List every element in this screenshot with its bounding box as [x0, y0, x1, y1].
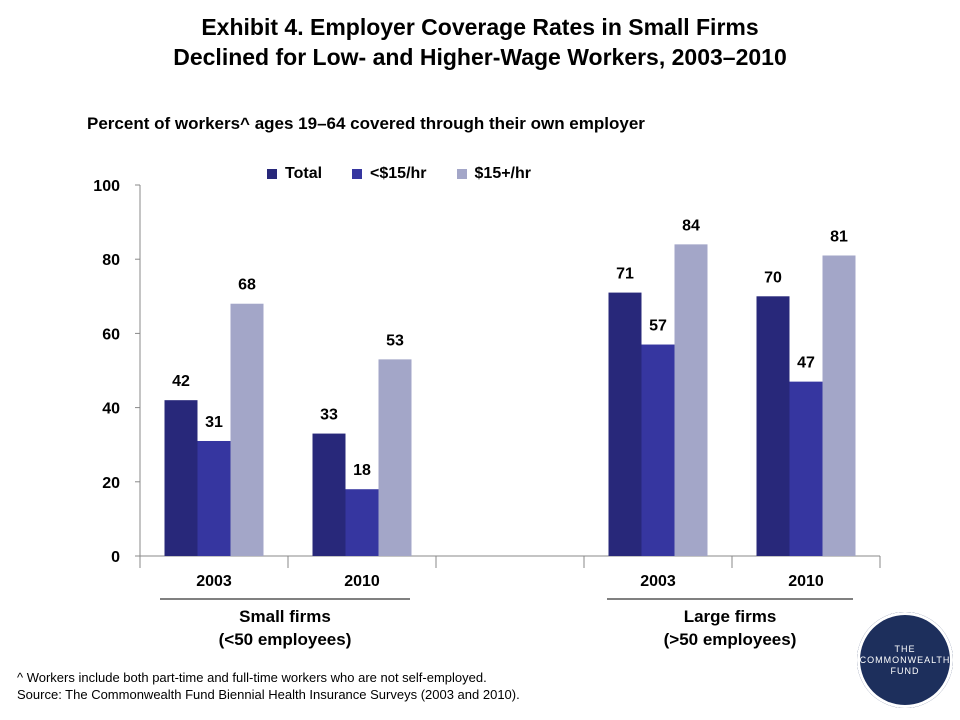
x-tick-label: 2010: [788, 573, 824, 590]
y-tick-label: 40: [102, 401, 120, 418]
data-label: 68: [238, 277, 256, 294]
y-tick-label: 100: [93, 178, 120, 195]
bar: [789, 381, 823, 556]
title-line-2: Declined for Low- and Higher-Wage Worker…: [173, 44, 787, 70]
bar: [378, 359, 412, 556]
bar: [756, 296, 790, 556]
chart-title: Exhibit 4. Employer Coverage Rates in Sm…: [0, 12, 960, 72]
logo-line-1: THE: [894, 643, 916, 654]
y-tick-label: 60: [102, 326, 120, 343]
chart-subtitle: Percent of workers^ ages 19–64 covered t…: [87, 114, 645, 133]
data-label: 81: [830, 228, 848, 245]
group-label-large-firms: Large firms (>50 employees): [585, 605, 875, 651]
title-line-1: Exhibit 4. Employer Coverage Rates in Sm…: [201, 14, 759, 40]
bar: [230, 303, 264, 556]
legend-swatch-high-wage: [456, 169, 467, 179]
x-tick-label: 2010: [344, 573, 380, 590]
bar: [822, 255, 856, 557]
group-label-large-firms-line1: Large firms: [683, 607, 777, 626]
legend-item-total: Total: [267, 165, 322, 183]
data-label: 53: [386, 332, 404, 349]
group-label-large-firms-line2: (>50 employees): [663, 630, 797, 649]
data-label: 42: [172, 373, 190, 390]
group-label-small-firms-line1: Small firms: [239, 607, 331, 626]
data-label: 71: [616, 266, 634, 283]
legend-label-low-wage: <$15/hr: [370, 165, 427, 182]
data-label: 84: [682, 217, 700, 234]
bar: [197, 440, 231, 556]
bar: [345, 489, 379, 556]
group-label-small-firms-line2: (<50 employees): [218, 630, 352, 649]
footnote-line-1: ^ Workers include both part-time and ful…: [17, 670, 487, 685]
x-tick-label: 2003: [196, 573, 232, 590]
data-label: 57: [649, 318, 667, 335]
logo-line-3: FUND: [890, 665, 920, 676]
y-tick-label: 80: [102, 252, 120, 269]
legend-swatch-low-wage: [352, 169, 363, 179]
bar: [312, 433, 346, 556]
legend-item-low-wage: <$15/hr: [352, 165, 427, 183]
data-label: 47: [797, 355, 815, 372]
x-tick-label: 2003: [640, 573, 676, 590]
legend-label-high-wage: $15+/hr: [474, 165, 531, 182]
bar: [674, 244, 708, 557]
y-tick-label: 0: [111, 549, 120, 566]
bar: [164, 400, 198, 556]
logo-line-2: COMMONWEALTH: [859, 654, 951, 665]
data-label: 18: [353, 462, 371, 479]
data-label: 33: [320, 407, 338, 424]
y-tick-label: 20: [102, 475, 120, 492]
footnote: ^ Workers include both part-time and ful…: [17, 669, 520, 703]
commonwealth-fund-logo: THE COMMONWEALTH FUND: [857, 612, 953, 708]
legend-swatch-total: [267, 169, 277, 179]
data-label: 70: [764, 269, 782, 286]
group-label-small-firms: Small firms (<50 employees): [140, 605, 430, 651]
legend: Total <$15/hr $15+/hr: [267, 165, 561, 183]
bar: [608, 292, 642, 556]
footnote-line-2: Source: The Commonwealth Fund Biennial H…: [17, 687, 520, 702]
bar: [641, 344, 675, 556]
data-label: 31: [205, 414, 223, 431]
legend-label-total: Total: [285, 165, 323, 182]
legend-item-high-wage: $15+/hr: [456, 165, 531, 183]
